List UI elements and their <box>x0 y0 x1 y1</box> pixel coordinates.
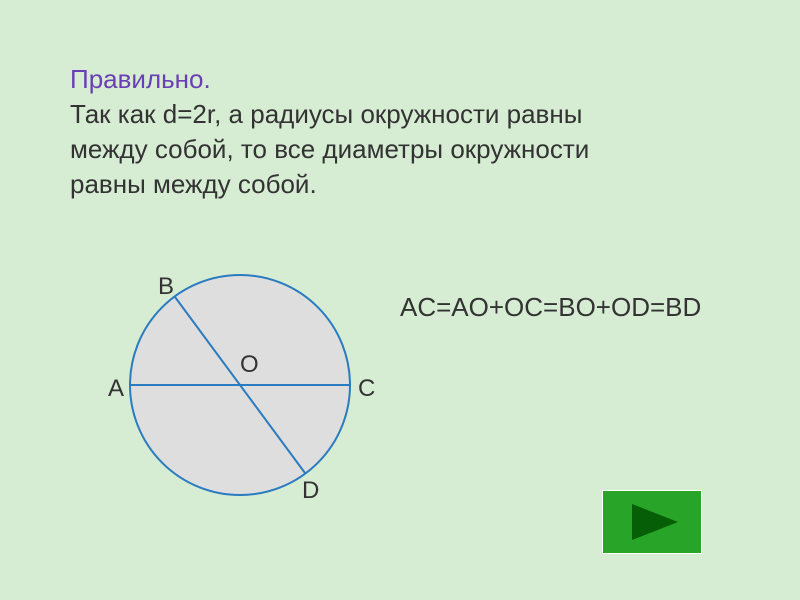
label-O: O <box>240 351 259 379</box>
circle-diagram: A B C D O <box>100 255 380 535</box>
explanation-text: Правильно. Так как d=2r, а радиусы окруж… <box>70 62 589 202</box>
label-D: D <box>302 477 319 505</box>
heading: Правильно. <box>70 62 589 97</box>
next-button[interactable] <box>602 490 702 554</box>
body-line-2: между собой, то все диаметры окружности <box>70 132 589 167</box>
label-B: B <box>158 273 174 301</box>
diagram-svg <box>100 255 380 535</box>
play-icon <box>602 490 702 554</box>
slide: Правильно. Так как d=2r, а радиусы окруж… <box>0 0 800 600</box>
body-line-3: равны между собой. <box>70 167 589 202</box>
label-A: A <box>108 375 124 403</box>
label-C: C <box>358 375 375 403</box>
body-line-1: Так как d=2r, а радиусы окружности равны <box>70 97 589 132</box>
equation: AC=AO+OC=BO+OD=BD <box>400 292 701 323</box>
